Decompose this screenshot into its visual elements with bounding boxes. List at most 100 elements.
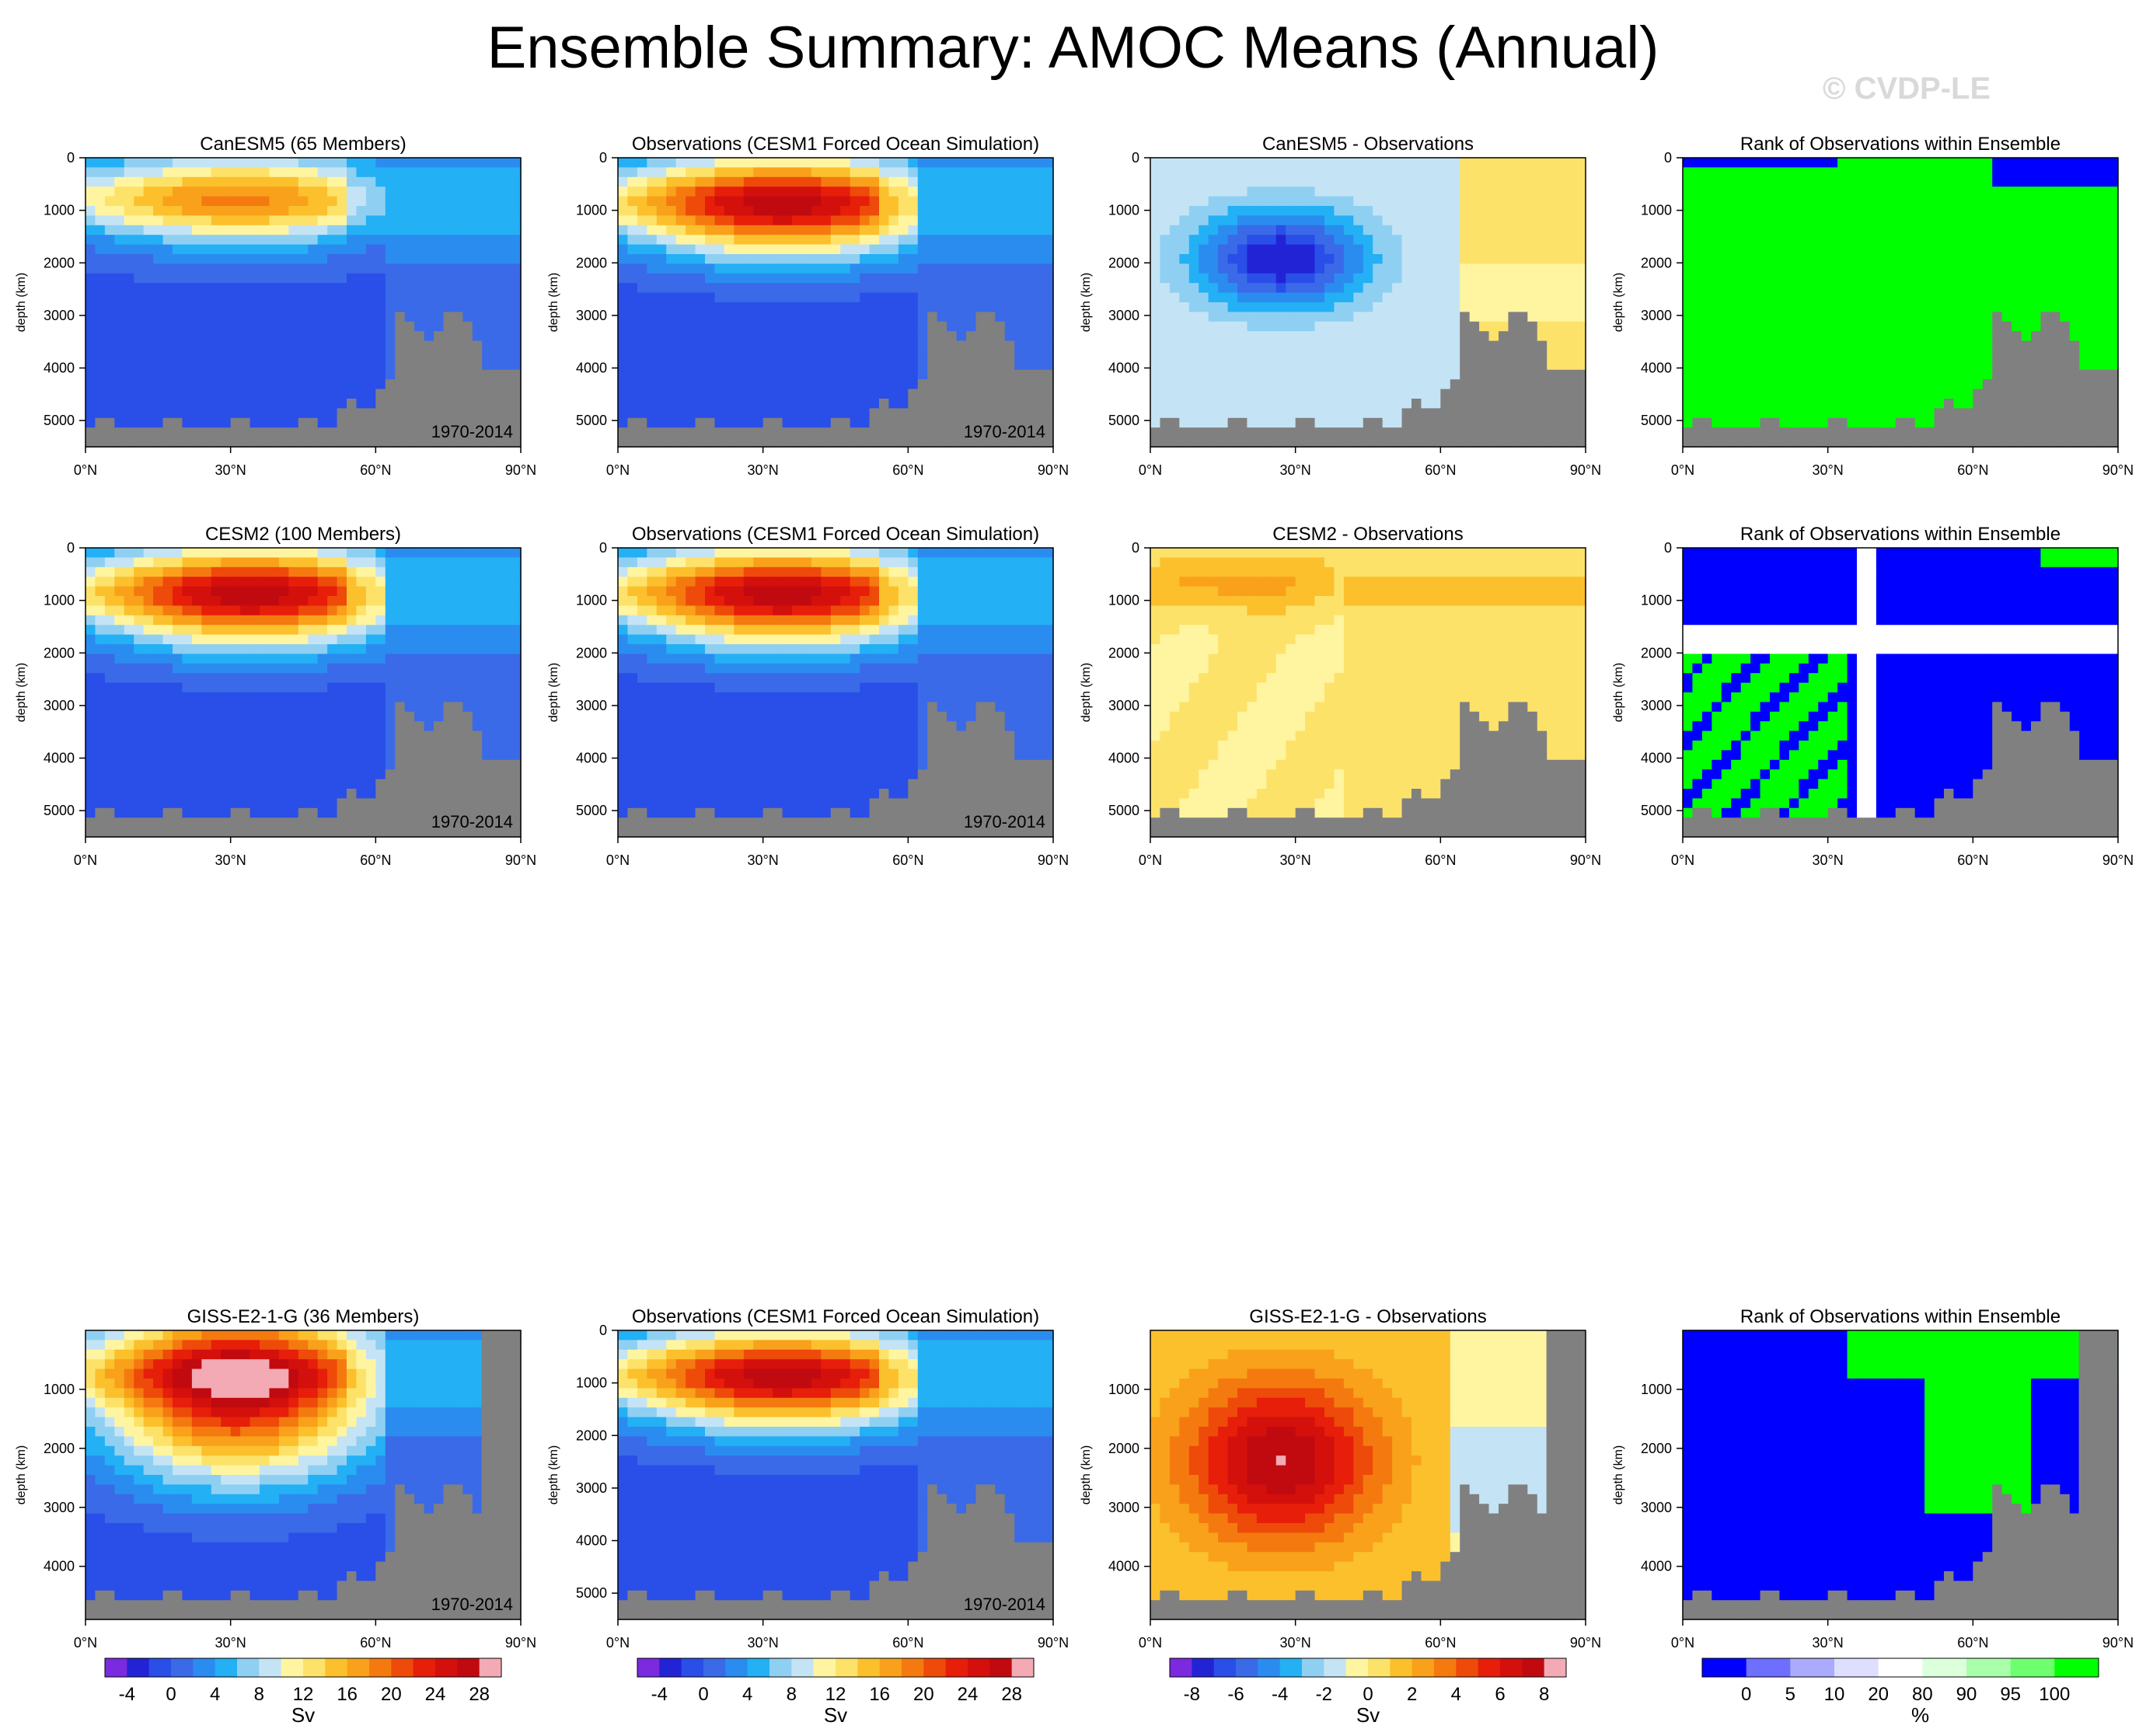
field-cell	[1479, 176, 1490, 187]
field-cell	[482, 244, 493, 255]
field-cell	[1266, 225, 1277, 235]
field-cell	[1721, 206, 1732, 216]
field-cell	[1430, 369, 1441, 380]
field-cell	[1324, 167, 1335, 178]
field-cell	[1740, 417, 1751, 428]
field-cell	[472, 263, 483, 274]
field-cell	[1479, 427, 1490, 438]
field-cell	[888, 360, 899, 371]
field-cell	[1256, 331, 1267, 342]
field-cell	[173, 254, 183, 264]
field-cell	[966, 167, 977, 178]
field-cell	[734, 167, 745, 178]
field-cell	[114, 283, 125, 294]
field-cell	[1556, 283, 1567, 294]
field-cell	[424, 427, 434, 438]
field-cell	[472, 417, 483, 428]
field-cell	[1373, 292, 1384, 303]
field-cell	[317, 331, 328, 342]
field-cell	[1779, 196, 1790, 207]
field-cell	[1286, 379, 1296, 390]
field-cell	[1731, 167, 1742, 178]
field-cell	[1895, 167, 1906, 178]
field-cell	[666, 263, 677, 274]
field-cell	[462, 206, 473, 216]
field-cell	[1334, 379, 1345, 390]
field-cell	[1760, 244, 1771, 255]
field-cell	[1286, 369, 1296, 380]
field-cell	[104, 408, 115, 419]
field-cell	[1208, 408, 1219, 419]
field-cell	[443, 225, 454, 235]
field-cell	[162, 254, 173, 264]
field-cell	[269, 158, 280, 168]
field-cell	[1701, 399, 1712, 409]
field-cell	[1847, 399, 1858, 409]
field-cell	[1770, 283, 1781, 294]
field-cell	[482, 235, 493, 246]
field-cell	[1508, 235, 1519, 246]
field-cell	[1527, 331, 1538, 342]
field-cell	[1876, 283, 1886, 294]
field-cell	[1004, 206, 1015, 216]
field-cell	[404, 186, 415, 197]
field-cell	[443, 302, 454, 312]
field-cell	[1227, 427, 1238, 438]
field-cell	[1731, 283, 1742, 294]
field-cell	[1392, 302, 1403, 312]
field-cell	[1827, 312, 1838, 322]
field-cell	[395, 369, 406, 380]
field-cell	[743, 225, 754, 235]
field-cell	[1227, 379, 1238, 390]
field-cell	[1237, 283, 1248, 294]
field-cell	[511, 273, 522, 284]
field-cell	[1857, 215, 1868, 226]
field-cell	[201, 360, 212, 371]
field-cell	[1247, 340, 1258, 351]
field-cell	[472, 321, 483, 332]
field-cell	[1043, 196, 1054, 207]
field-cell	[966, 263, 977, 274]
field-cell	[1353, 437, 1364, 448]
field-cell	[365, 283, 376, 294]
field-cell	[956, 389, 967, 399]
field-cell	[618, 379, 629, 390]
field-cell	[1750, 369, 1761, 380]
field-cell	[482, 196, 493, 207]
field-cell	[249, 369, 260, 380]
field-cell	[714, 283, 725, 294]
field-cell	[618, 206, 629, 216]
field-cell	[1411, 235, 1422, 246]
field-cell	[308, 302, 319, 312]
field-cell	[1895, 369, 1906, 380]
field-cell	[143, 379, 154, 390]
field-cell	[1024, 215, 1035, 226]
field-cell	[1324, 263, 1335, 274]
field-cell	[695, 417, 706, 428]
field-cell	[675, 427, 686, 438]
field-cell	[1837, 158, 1848, 168]
field-cell	[1004, 158, 1015, 168]
field-cell	[1314, 389, 1325, 399]
field-cell	[1566, 254, 1577, 264]
field-cell	[1895, 312, 1906, 322]
field-cell	[1944, 360, 1955, 371]
field-cell	[1818, 292, 1829, 303]
field-cell	[869, 244, 880, 255]
field-cell	[686, 186, 696, 197]
field-cell	[840, 331, 851, 342]
field-cell	[792, 158, 803, 168]
field-cell	[482, 389, 493, 399]
field-cell	[95, 196, 106, 207]
field-cell	[1266, 186, 1277, 197]
field-cell	[686, 273, 696, 284]
field-cell	[404, 321, 415, 332]
field-cell	[1227, 158, 1238, 168]
field-cell	[182, 437, 193, 448]
field-cell	[1914, 437, 1925, 448]
field-cell	[1256, 273, 1267, 284]
field-cell	[1160, 225, 1171, 235]
field-cell	[511, 399, 522, 409]
field-cell	[1014, 408, 1025, 419]
field-cell	[724, 235, 735, 246]
